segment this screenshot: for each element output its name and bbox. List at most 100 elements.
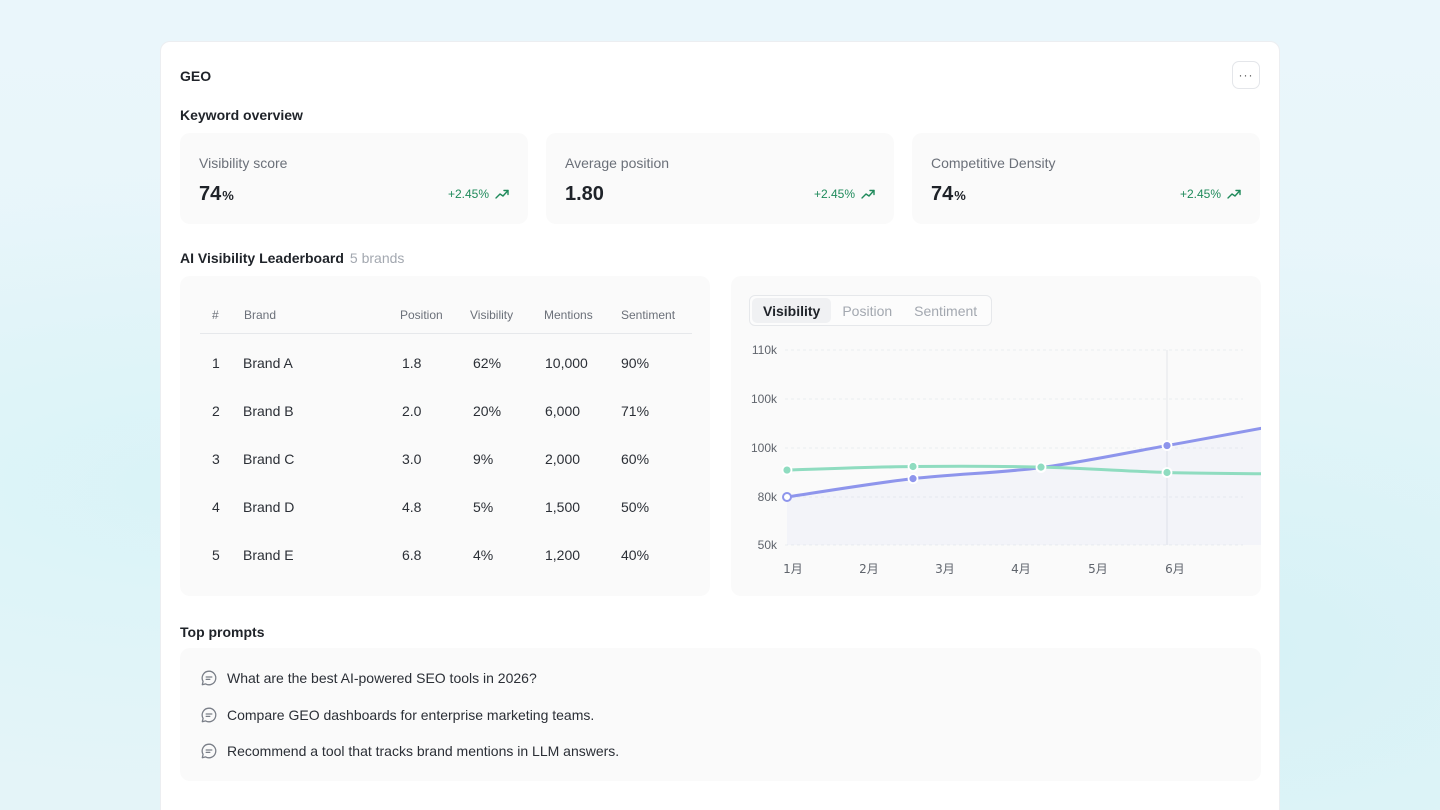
- cell-position: 1.8: [402, 355, 422, 371]
- more-options-button[interactable]: ···: [1232, 61, 1260, 89]
- cell-position: 6.8: [402, 547, 422, 563]
- data-point: [1161, 440, 1173, 451]
- cell-mentions: 6,000: [545, 403, 581, 419]
- data-point: [1035, 461, 1047, 473]
- cell-position: 3.0: [402, 451, 422, 467]
- cell-brand: Brand E: [243, 547, 294, 563]
- cell-visibility: 9%: [473, 451, 494, 467]
- column-header-sentiment: Sentiment: [621, 308, 676, 322]
- kpi-card-average-position: Average position 1.80 +2.45%: [546, 133, 894, 224]
- x-tick-label: 5月: [1088, 562, 1108, 576]
- trend-up-icon: [495, 189, 509, 199]
- prompt-text: Compare GEO dashboards for enterprise ma…: [227, 707, 595, 723]
- cell-sentiment: 71%: [621, 403, 650, 419]
- x-tick-label: 6月: [1165, 562, 1185, 576]
- cell-brand: Brand D: [243, 499, 295, 515]
- chat-bubble-icon: [201, 707, 217, 723]
- cell-sentiment: 90%: [621, 355, 650, 371]
- kpi-label: Visibility score: [199, 155, 288, 171]
- kpi-delta-value: +2.45%: [447, 187, 489, 201]
- cell-brand: Brand C: [243, 451, 295, 467]
- prompt-text: What are the best AI-powered SEO tools i…: [227, 670, 537, 686]
- leaderboard-title: AI Visibility Leaderboard 5 brands: [180, 250, 404, 266]
- cell-mentions: 10,000: [545, 355, 588, 371]
- kpi-delta: +2.45%: [448, 187, 509, 201]
- cell-rank: 3: [212, 451, 220, 467]
- trend-up-icon: [861, 189, 875, 199]
- kpi-delta: +2.45%: [1180, 187, 1241, 201]
- table-row[interactable]: 4 Brand D 4.8 5% 1,500 50%: [200, 497, 692, 545]
- table-header: # Brand Position Visibility Mentions Sen…: [200, 306, 692, 334]
- data-point: [781, 464, 793, 476]
- kpi-delta: +2.45%: [814, 187, 875, 201]
- column-header-position: Position: [400, 308, 443, 322]
- list-item[interactable]: Compare GEO dashboards for enterprise ma…: [200, 706, 594, 724]
- cell-sentiment: 60%: [621, 451, 650, 467]
- series-area: [787, 428, 1261, 545]
- data-point: [782, 492, 792, 502]
- table-row[interactable]: 2 Brand B 2.0 20% 6,000 71%: [200, 401, 692, 449]
- chart-metric-tabs: Visibility Position Sentiment: [749, 295, 992, 326]
- cell-rank: 1: [212, 355, 220, 371]
- cell-visibility: 5%: [473, 499, 494, 515]
- kpi-number: 74: [931, 183, 954, 205]
- cell-sentiment: 50%: [621, 499, 650, 515]
- cell-visibility: 20%: [473, 403, 502, 419]
- y-tick-label: 50k: [758, 538, 778, 552]
- chat-bubble-icon: [201, 743, 217, 759]
- data-point: [907, 461, 919, 472]
- column-header-rank: #: [212, 308, 219, 322]
- top-prompts-list: What are the best AI-powered SEO tools i…: [180, 648, 1261, 781]
- visibility-line-chart: 110k 100k 100k 80k 50k 1月 2月 3月 4月 5月 6月: [751, 343, 1261, 576]
- chat-bubble-icon: [201, 670, 217, 686]
- cell-sentiment: 40%: [621, 547, 650, 563]
- list-item[interactable]: Recommend a tool that tracks brand menti…: [200, 742, 619, 760]
- tab-visibility[interactable]: Visibility: [752, 298, 832, 323]
- table-row[interactable]: 3 Brand C 3.0 9% 2,000 60%: [200, 449, 692, 497]
- data-point: [907, 473, 919, 485]
- leaderboard-title-text: AI Visibility Leaderboard: [180, 250, 344, 266]
- leaderboard-table: # Brand Position Visibility Mentions Sen…: [180, 276, 710, 596]
- tab-sentiment[interactable]: Sentiment: [914, 302, 978, 319]
- x-tick-label: 1月: [783, 562, 803, 576]
- y-tick-label: 100k: [751, 392, 778, 406]
- x-tick-label: 4月: [1011, 562, 1031, 576]
- cell-rank: 5: [212, 547, 220, 563]
- kpi-unit: %: [222, 188, 234, 203]
- tab-position[interactable]: Position: [842, 302, 893, 319]
- table-row[interactable]: 5 Brand E 6.8 4% 1,200 40%: [200, 545, 692, 593]
- kpi-number: 74: [199, 183, 222, 205]
- y-tick-label: 80k: [758, 490, 778, 504]
- x-tick-label: 2月: [859, 562, 879, 576]
- keyword-overview-title: Keyword overview: [180, 107, 303, 123]
- kpi-label: Average position: [565, 155, 670, 171]
- cell-visibility: 4%: [473, 547, 494, 563]
- column-header-brand: Brand: [244, 308, 277, 322]
- kpi-value: 74%: [199, 183, 234, 206]
- cell-mentions: 1,500: [545, 499, 581, 515]
- table-row[interactable]: 1 Brand A 1.8 62% 10,000 90%: [200, 353, 692, 401]
- trend-up-icon: [1227, 189, 1241, 199]
- cell-rank: 4: [212, 499, 220, 515]
- kpi-value: 74%: [931, 183, 966, 206]
- kpi-card-competitive-density: Competitive Density 74% +2.45%: [912, 133, 1260, 224]
- top-prompts-title: Top prompts: [180, 624, 265, 640]
- geo-panel: GEO ··· Keyword overview Visibility scor…: [160, 41, 1280, 810]
- chart-card: Visibility Position Sentiment 110k 100k 10…: [731, 276, 1261, 596]
- kpi-card-visibility: Visibility score 74% +2.45%: [180, 133, 528, 224]
- data-point: [1161, 467, 1173, 478]
- kpi-unit: %: [954, 188, 966, 203]
- cell-rank: 2: [212, 403, 220, 419]
- column-header-visibility: Visibility: [470, 308, 514, 322]
- y-tick-label: 110k: [752, 343, 778, 357]
- kpi-delta-value: +2.45%: [813, 187, 855, 201]
- kpi-delta-value: +2.45%: [1179, 187, 1221, 201]
- cell-mentions: 1,200: [545, 547, 581, 563]
- cell-brand: Brand B: [243, 403, 294, 419]
- kpi-number: 1.80: [565, 183, 604, 205]
- cell-position: 2.0: [402, 403, 422, 419]
- x-tick-label: 3月: [935, 562, 955, 576]
- list-item[interactable]: What are the best AI-powered SEO tools i…: [200, 669, 537, 687]
- leaderboard-count: 5 brands: [349, 250, 405, 266]
